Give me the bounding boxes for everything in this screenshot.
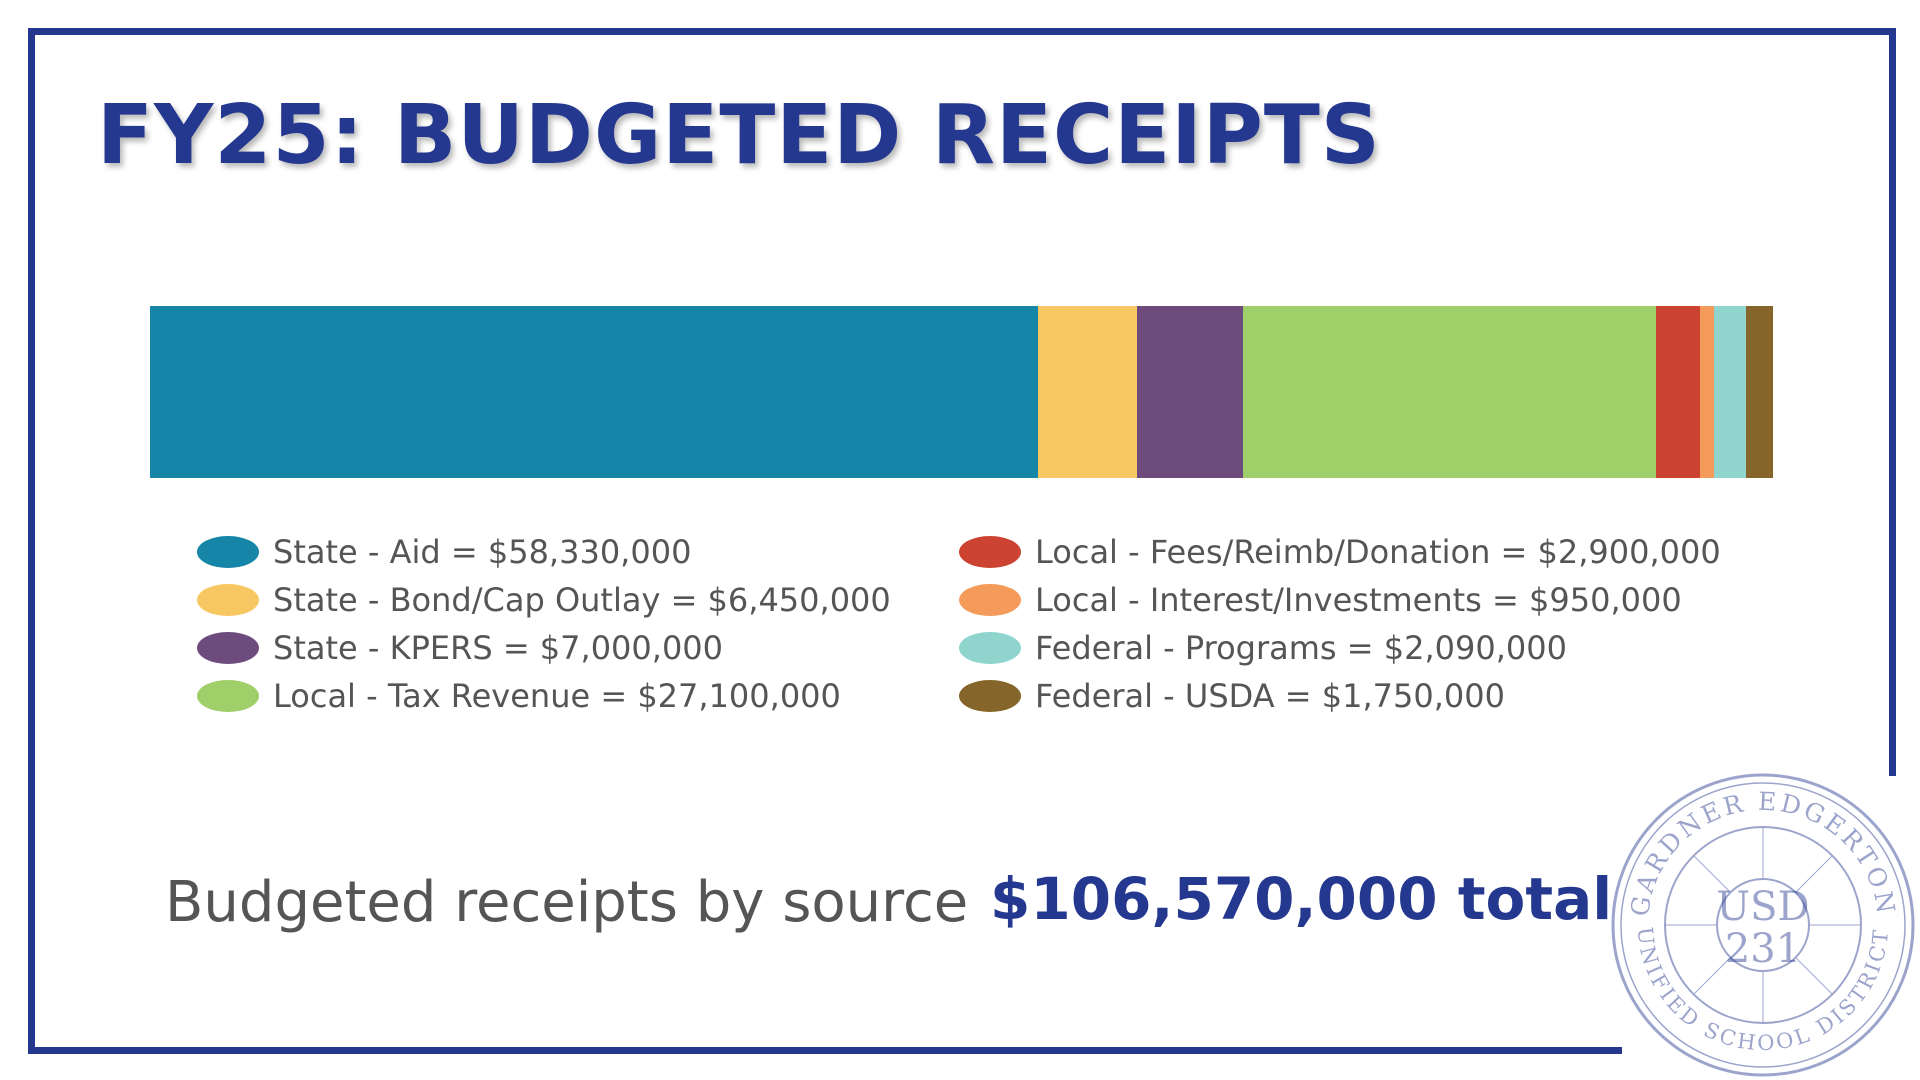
- footer-label: Budgeted receipts by source: [165, 870, 969, 935]
- legend-label: Federal - USDA = $1,750,000: [1035, 677, 1505, 715]
- legend-label: Local - Fees/Reimb/Donation = $2,900,000: [1035, 533, 1721, 571]
- frame-left-border: [28, 28, 35, 1054]
- footer-total: $106,570,000 total: [990, 865, 1613, 933]
- legend-swatch: [197, 680, 259, 712]
- frame-top-border: [28, 28, 1896, 35]
- legend-item: State - Aid = $58,330,000: [197, 530, 691, 574]
- legend-item: Local - Interest/Investments = $950,000: [959, 578, 1682, 622]
- legend-label: State - Aid = $58,330,000: [273, 533, 692, 571]
- legend-item: State - Bond/Cap Outlay = $6,450,000: [197, 578, 891, 622]
- legend-item: Federal - USDA = $1,750,000: [959, 674, 1505, 718]
- legend-swatch: [197, 632, 259, 664]
- page-title: FY25: BUDGETED RECEIPTS: [97, 88, 1381, 183]
- legend-swatch: [959, 536, 1021, 568]
- legend-swatch: [959, 680, 1021, 712]
- bar-segment-2: [1136, 306, 1244, 478]
- legend-label: State - KPERS = $7,000,000: [273, 629, 724, 667]
- legend-swatch: [197, 584, 259, 616]
- seal-center-number: 231: [1725, 926, 1801, 972]
- bar-segment-0: [150, 306, 1039, 478]
- bar-segment-5: [1700, 306, 1715, 478]
- legend-label: Federal - Programs = $2,090,000: [1035, 629, 1567, 667]
- bar-segment-3: [1243, 306, 1656, 478]
- legend-swatch: [959, 632, 1021, 664]
- legend-item: Local - Fees/Reimb/Donation = $2,900,000: [959, 530, 1721, 574]
- seal-center-usd: USD: [1716, 884, 1809, 930]
- bar-segment-6: [1714, 306, 1747, 478]
- district-seal-logo: GARDNER EDGERTON UNIFIED SCHOOL DISTRICT…: [1611, 773, 1915, 1077]
- chart-legend: State - Aid = $58,330,000 State - Bond/Ca…: [197, 530, 1797, 730]
- bar-segment-4: [1655, 306, 1700, 478]
- bar-segment-1: [1038, 306, 1137, 478]
- frame-bottom-border: [28, 1047, 1622, 1054]
- stacked-bar: [150, 306, 1773, 478]
- bar-segment-7: [1746, 306, 1773, 478]
- legend-label: Local - Interest/Investments = $950,000: [1035, 581, 1682, 619]
- legend-label: State - Bond/Cap Outlay = $6,450,000: [273, 581, 891, 619]
- legend-label: Local - Tax Revenue = $27,100,000: [273, 677, 841, 715]
- legend-item: Local - Tax Revenue = $27,100,000: [197, 674, 841, 718]
- legend-swatch: [959, 584, 1021, 616]
- frame-right-border: [1889, 28, 1896, 776]
- legend-swatch: [197, 536, 259, 568]
- legend-item: State - KPERS = $7,000,000: [197, 626, 723, 670]
- legend-item: Federal - Programs = $2,090,000: [959, 626, 1567, 670]
